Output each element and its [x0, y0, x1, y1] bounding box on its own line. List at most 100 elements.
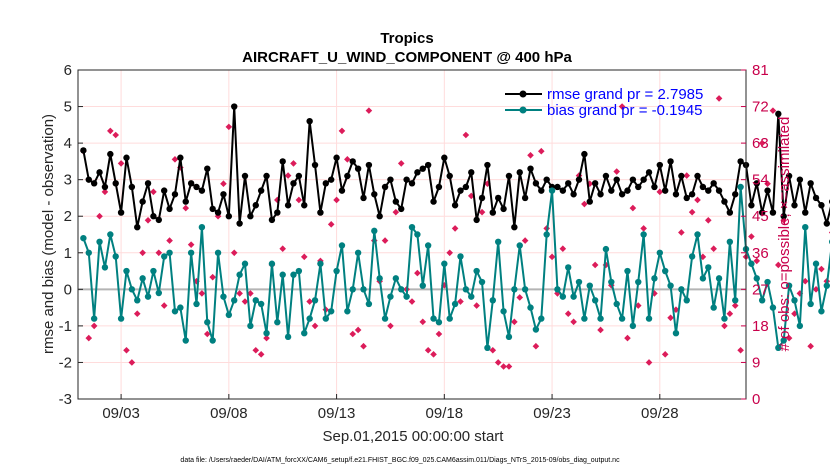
rmse-point [333, 154, 340, 161]
obs-count-marker [791, 310, 798, 318]
obs-count-marker [721, 322, 728, 330]
bias-point [112, 253, 119, 260]
bias-point [446, 315, 453, 322]
rmse-point [764, 187, 771, 194]
bias-point [473, 267, 480, 275]
rmse-point [721, 198, 728, 205]
rmse-point [155, 216, 163, 224]
rmse-point [166, 205, 173, 213]
bias-point [284, 333, 292, 341]
rmse-point [257, 187, 265, 194]
data-file-footnote: data file: /Users/raeder/DAI/ATM_forcXX/… [180, 457, 620, 464]
bias-point [591, 297, 599, 304]
rmse-point [635, 183, 642, 191]
rmse-point [667, 158, 674, 165]
rmse-point [279, 158, 286, 165]
bias-point [123, 267, 130, 275]
y2-tick-label: 9 [752, 354, 760, 371]
rmse-point [672, 191, 680, 198]
rmse-point [651, 183, 658, 191]
obs-count-marker [748, 233, 755, 240]
bias-point [753, 275, 760, 282]
obs-count-marker [139, 249, 146, 257]
bias-point [96, 238, 103, 246]
obs-count-marker [349, 330, 357, 338]
y2-tick-label: 18 [752, 318, 769, 335]
obs-count-marker [570, 318, 577, 326]
bias-point [661, 267, 669, 275]
bias-point [117, 315, 125, 322]
obs-count-marker [198, 290, 206, 297]
obs-count-marker [775, 261, 782, 269]
obs-count-marker [785, 334, 793, 342]
rmse-point [732, 191, 739, 198]
obs-count-marker [667, 314, 674, 322]
rmse-point [117, 209, 125, 216]
rmse-point [683, 194, 690, 202]
bias-point [500, 308, 507, 315]
bias-point [554, 286, 561, 293]
rmse-point [554, 183, 561, 191]
bias-point [220, 293, 227, 300]
obs-count-marker [715, 95, 723, 102]
bias-point [371, 227, 378, 235]
obs-count-marker [284, 172, 292, 179]
obs-count-marker [527, 151, 534, 159]
obs-count-marker [435, 330, 443, 338]
rmse-point [737, 158, 744, 165]
obs-count-marker [193, 277, 200, 285]
bias-point [511, 286, 518, 293]
rmse-point [532, 180, 540, 187]
bias-point [327, 308, 335, 315]
rmse-point [338, 187, 346, 194]
rmse-point [85, 176, 92, 183]
bias-point [710, 304, 717, 311]
rmse-point [812, 194, 820, 202]
bias-point [160, 253, 168, 260]
bias-point [349, 286, 356, 293]
obs-count-marker [177, 164, 184, 171]
obs-count-marker [511, 318, 518, 326]
rmse-point [365, 161, 373, 169]
obs-count-marker [521, 237, 529, 244]
rmse-point [516, 169, 523, 176]
bias-point [791, 297, 798, 304]
obs-count-marker [548, 253, 556, 261]
obs-count-marker [484, 180, 491, 188]
bias-point [166, 249, 173, 256]
y-tick-label: -1 [59, 318, 72, 335]
bias-point [602, 245, 610, 253]
rmse-point [796, 176, 804, 183]
obs-count-marker [694, 196, 701, 204]
y-tick-label: 3 [64, 172, 72, 189]
rmse-point [392, 198, 400, 205]
rmse-point [586, 198, 593, 205]
obs-count-marker [128, 359, 136, 366]
rmse-point [565, 180, 572, 187]
obs-count-marker [187, 241, 195, 248]
rmse-point [177, 154, 184, 161]
bias-point [543, 231, 550, 238]
obs-count-marker [516, 294, 524, 301]
rmse-point [807, 180, 814, 187]
bias-point [823, 282, 830, 289]
obs-count-marker [274, 196, 281, 204]
bias-point [150, 267, 157, 275]
bias-point [236, 271, 243, 278]
obs-count-marker [812, 286, 820, 293]
rmse-point [381, 183, 389, 191]
bias-point [193, 300, 200, 308]
x-axis-label: Sep.01,2015 00:00:00 start [323, 428, 505, 445]
rmse-point [241, 172, 249, 180]
rmse-point [791, 202, 798, 209]
obs-count-marker [397, 160, 405, 167]
obs-count-marker [230, 249, 238, 257]
bias-point [80, 234, 87, 242]
obs-count-marker [683, 172, 691, 179]
rmse-point [403, 176, 410, 183]
bias-point [139, 275, 146, 282]
bias-point [559, 293, 567, 300]
bias-point [274, 319, 281, 326]
rmse-point [753, 180, 760, 187]
obs-count-marker [252, 346, 260, 354]
